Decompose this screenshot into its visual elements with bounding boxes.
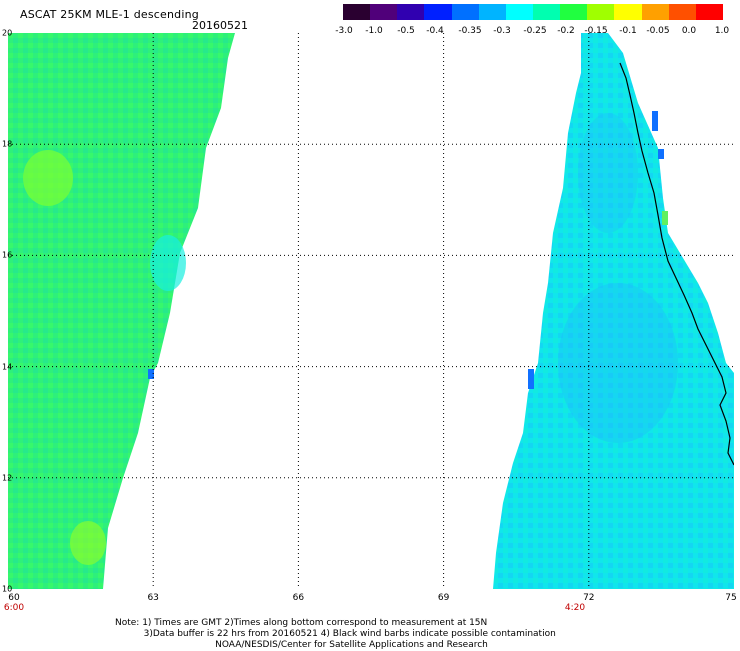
- lat-tick-label: 20: [2, 28, 13, 38]
- product-date: 20160521: [192, 19, 248, 32]
- colorbar-segment: [505, 4, 533, 20]
- colorbar-tick-label: 1.0: [714, 26, 730, 36]
- lon-tick-label: 66: [292, 593, 305, 603]
- colorbar-tick-labels: -3.0 -1.0 -0.5 -0.4 -0.35 -0.3 -0.25 -0.2 -0.15 -…: [330, 26, 738, 38]
- lon-tick-label: 60: [8, 593, 20, 603]
- right-swath-blue-patch: [578, 113, 638, 233]
- map-plot: [8, 33, 734, 589]
- lat-tick-label: 10: [2, 584, 13, 594]
- lon-tick-label: 69: [437, 593, 450, 603]
- colorbar-tick-label: -0.25: [523, 26, 547, 36]
- left-swath-blue-pixel: [148, 369, 154, 379]
- time-label-right: 4:20: [564, 603, 586, 613]
- colorbar-segment: [532, 4, 561, 20]
- left-swath-green-patch: [23, 150, 73, 206]
- right-swath-green-pixel: [662, 211, 668, 225]
- right-swath-blue-patch: [558, 283, 678, 443]
- lat-tick-label: 12: [2, 473, 13, 483]
- note-line-1: Note: 1) Times are GMT 2)Times along bot…: [115, 618, 488, 628]
- coastline: [619, 62, 734, 466]
- colorbar-tick-label: -0.5: [397, 26, 415, 36]
- left-swath: [8, 33, 235, 589]
- right-swath-blue-pixel: [528, 369, 534, 389]
- colorbar-tick-label: -1.0: [365, 26, 383, 36]
- notes: Note: 1) Times are GMT 2)Times along bot…: [115, 618, 556, 651]
- product-title: ASCAT 25KM MLE-1 descending: [20, 8, 199, 21]
- colorbar-tick-label: -0.3: [493, 26, 511, 36]
- left-swath-green-patch: [70, 521, 106, 565]
- lat-tick-label: 16: [2, 250, 13, 260]
- lon-tick-label: 75: [725, 593, 737, 603]
- colorbar-tick-label: -0.4: [426, 26, 444, 36]
- right-swath-blue-pixel: [652, 111, 658, 131]
- lat-tick-label: 14: [2, 362, 13, 372]
- colorbar-segment: [397, 4, 425, 20]
- colorbar-tick-label: -0.1: [619, 26, 637, 36]
- colorbar: [343, 4, 723, 20]
- colorbar-segment: [343, 4, 371, 20]
- colorbar-segment: [695, 4, 723, 20]
- colorbar-segment: [560, 4, 588, 20]
- time-label-left: 6:00: [3, 603, 25, 613]
- colorbar-segment: [424, 4, 452, 20]
- note-line-2: 3)Data buffer is 22 hrs from 20160521 4)…: [143, 629, 556, 639]
- colorbar-tick-label: -0.05: [646, 26, 670, 36]
- colorbar-tick-label: -0.35: [458, 26, 482, 36]
- colorbar-tick-label: -3.0: [335, 26, 353, 36]
- colorbar-segment: [478, 4, 506, 20]
- colorbar-tick-label: 0.0: [681, 26, 697, 36]
- lon-tick-label: 72: [583, 593, 595, 603]
- colorbar-segment: [614, 4, 642, 20]
- note-line-3: NOAA/NESDIS/Center for Satellite Applica…: [215, 640, 488, 650]
- colorbar-segment: [641, 4, 669, 20]
- colorbar-tick-label: -0.2: [557, 26, 575, 36]
- colorbar-segment: [451, 4, 479, 20]
- right-swath: [493, 33, 734, 589]
- left-swath-cyan-patch: [150, 235, 186, 291]
- colorbar-segment: [668, 4, 696, 20]
- right-swath-blue-pixel: [658, 149, 664, 159]
- colorbar-tick-label: -0.15: [584, 26, 608, 36]
- lon-tick-label: 63: [147, 593, 159, 603]
- lat-tick-label: 18: [2, 139, 13, 149]
- colorbar-segment: [370, 4, 398, 20]
- colorbar-segment: [587, 4, 615, 20]
